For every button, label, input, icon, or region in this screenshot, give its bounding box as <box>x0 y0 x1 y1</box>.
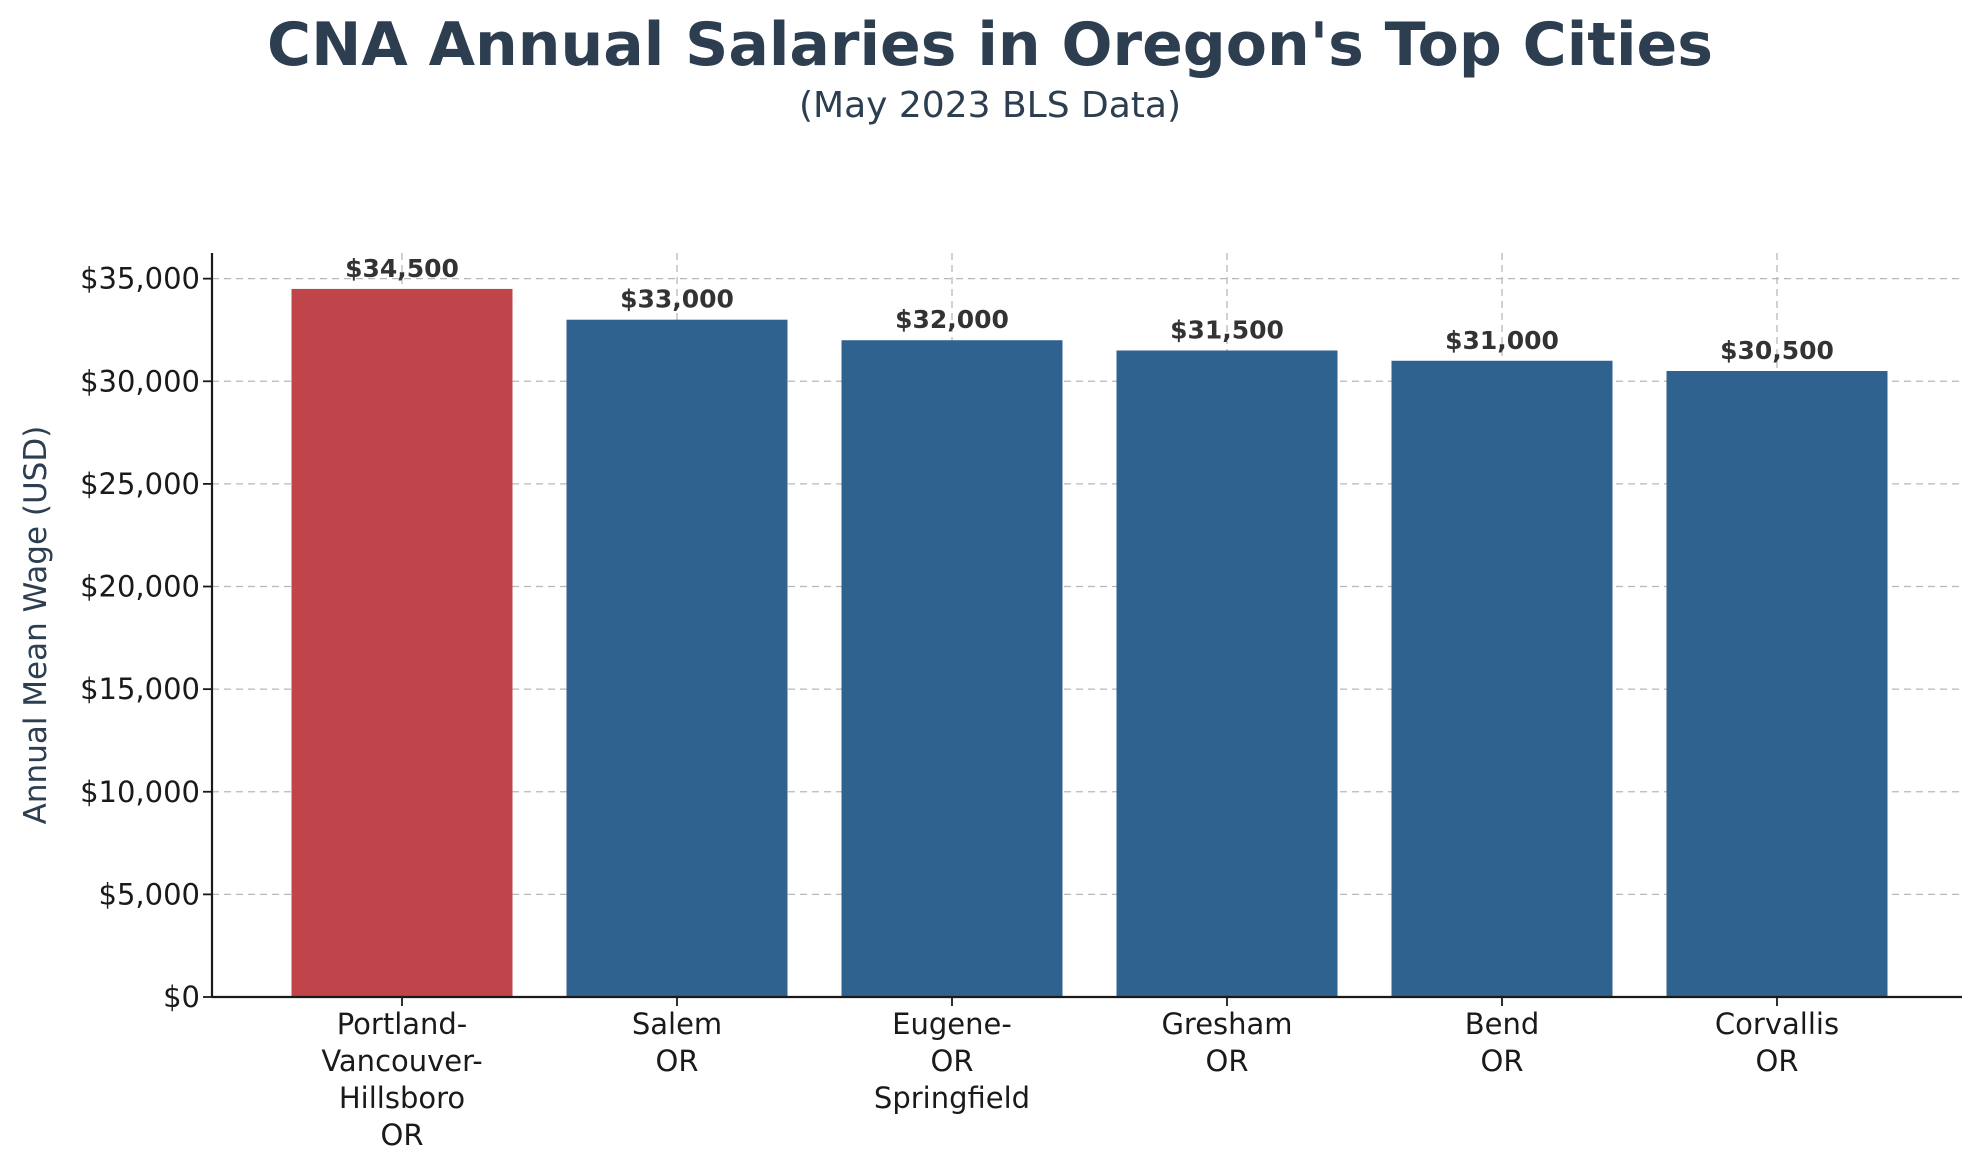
bar-value-label: $34,500 <box>345 254 459 283</box>
y-tick-label: $10,000 <box>80 775 200 809</box>
bar-value-label: $32,000 <box>895 305 1009 334</box>
axis-layer <box>203 253 1962 1006</box>
y-tick-label: $25,000 <box>80 467 200 501</box>
bar <box>291 288 513 997</box>
bar-value-label: $33,000 <box>620 285 734 314</box>
y-tick-label: $5,000 <box>99 877 200 911</box>
x-tick-label: OR <box>1481 1044 1524 1078</box>
x-tick-label: Bend <box>1465 1007 1540 1041</box>
chart-subtitle: (May 2023 BLS Data) <box>799 85 1181 126</box>
x-tick-label: Gresham <box>1161 1007 1292 1041</box>
bar <box>841 340 1063 997</box>
x-tick-label: Hillsboro <box>339 1081 465 1115</box>
x-tick-label: OR <box>381 1118 424 1152</box>
bar <box>1391 360 1613 997</box>
bar-value-label: $31,000 <box>1445 326 1559 355</box>
label-layer: $0 $5,000 $10,000 $15,000 $20,000 $25,000 $30,… <box>80 254 1839 1152</box>
bar-value-label: $30,500 <box>1720 336 1834 365</box>
bar <box>566 319 788 997</box>
x-tick-label: OR <box>656 1044 699 1078</box>
y-tick-label: $15,000 <box>80 672 200 706</box>
chart-title: CNA Annual Salaries in Oregon's Top Citi… <box>267 10 1713 80</box>
x-tick-label: OR <box>1206 1044 1249 1078</box>
bar-value-label: $31,500 <box>1170 315 1284 344</box>
x-tick-label: OR <box>931 1044 974 1078</box>
x-tick-label: Eugene- <box>892 1007 1012 1041</box>
x-tick-label: Salem <box>632 1007 722 1041</box>
x-tick-label: Vancouver- <box>321 1044 482 1078</box>
bar <box>1666 371 1888 997</box>
x-tick-label: OR <box>1756 1044 1799 1078</box>
y-tick-label: $0 <box>163 980 200 1014</box>
x-tick-label: Springfield <box>874 1081 1030 1115</box>
y-tick-label: $20,000 <box>80 570 200 604</box>
bar <box>1116 350 1338 998</box>
x-tick-label: Portland- <box>337 1007 468 1041</box>
y-tick-label: $30,000 <box>80 364 200 398</box>
x-tick-label: Corvallis <box>1715 1007 1839 1041</box>
y-axis-label: Annual Mean Wage (USD) <box>18 426 54 825</box>
y-tick-label: $35,000 <box>80 262 200 296</box>
bar-layer <box>291 288 1888 998</box>
